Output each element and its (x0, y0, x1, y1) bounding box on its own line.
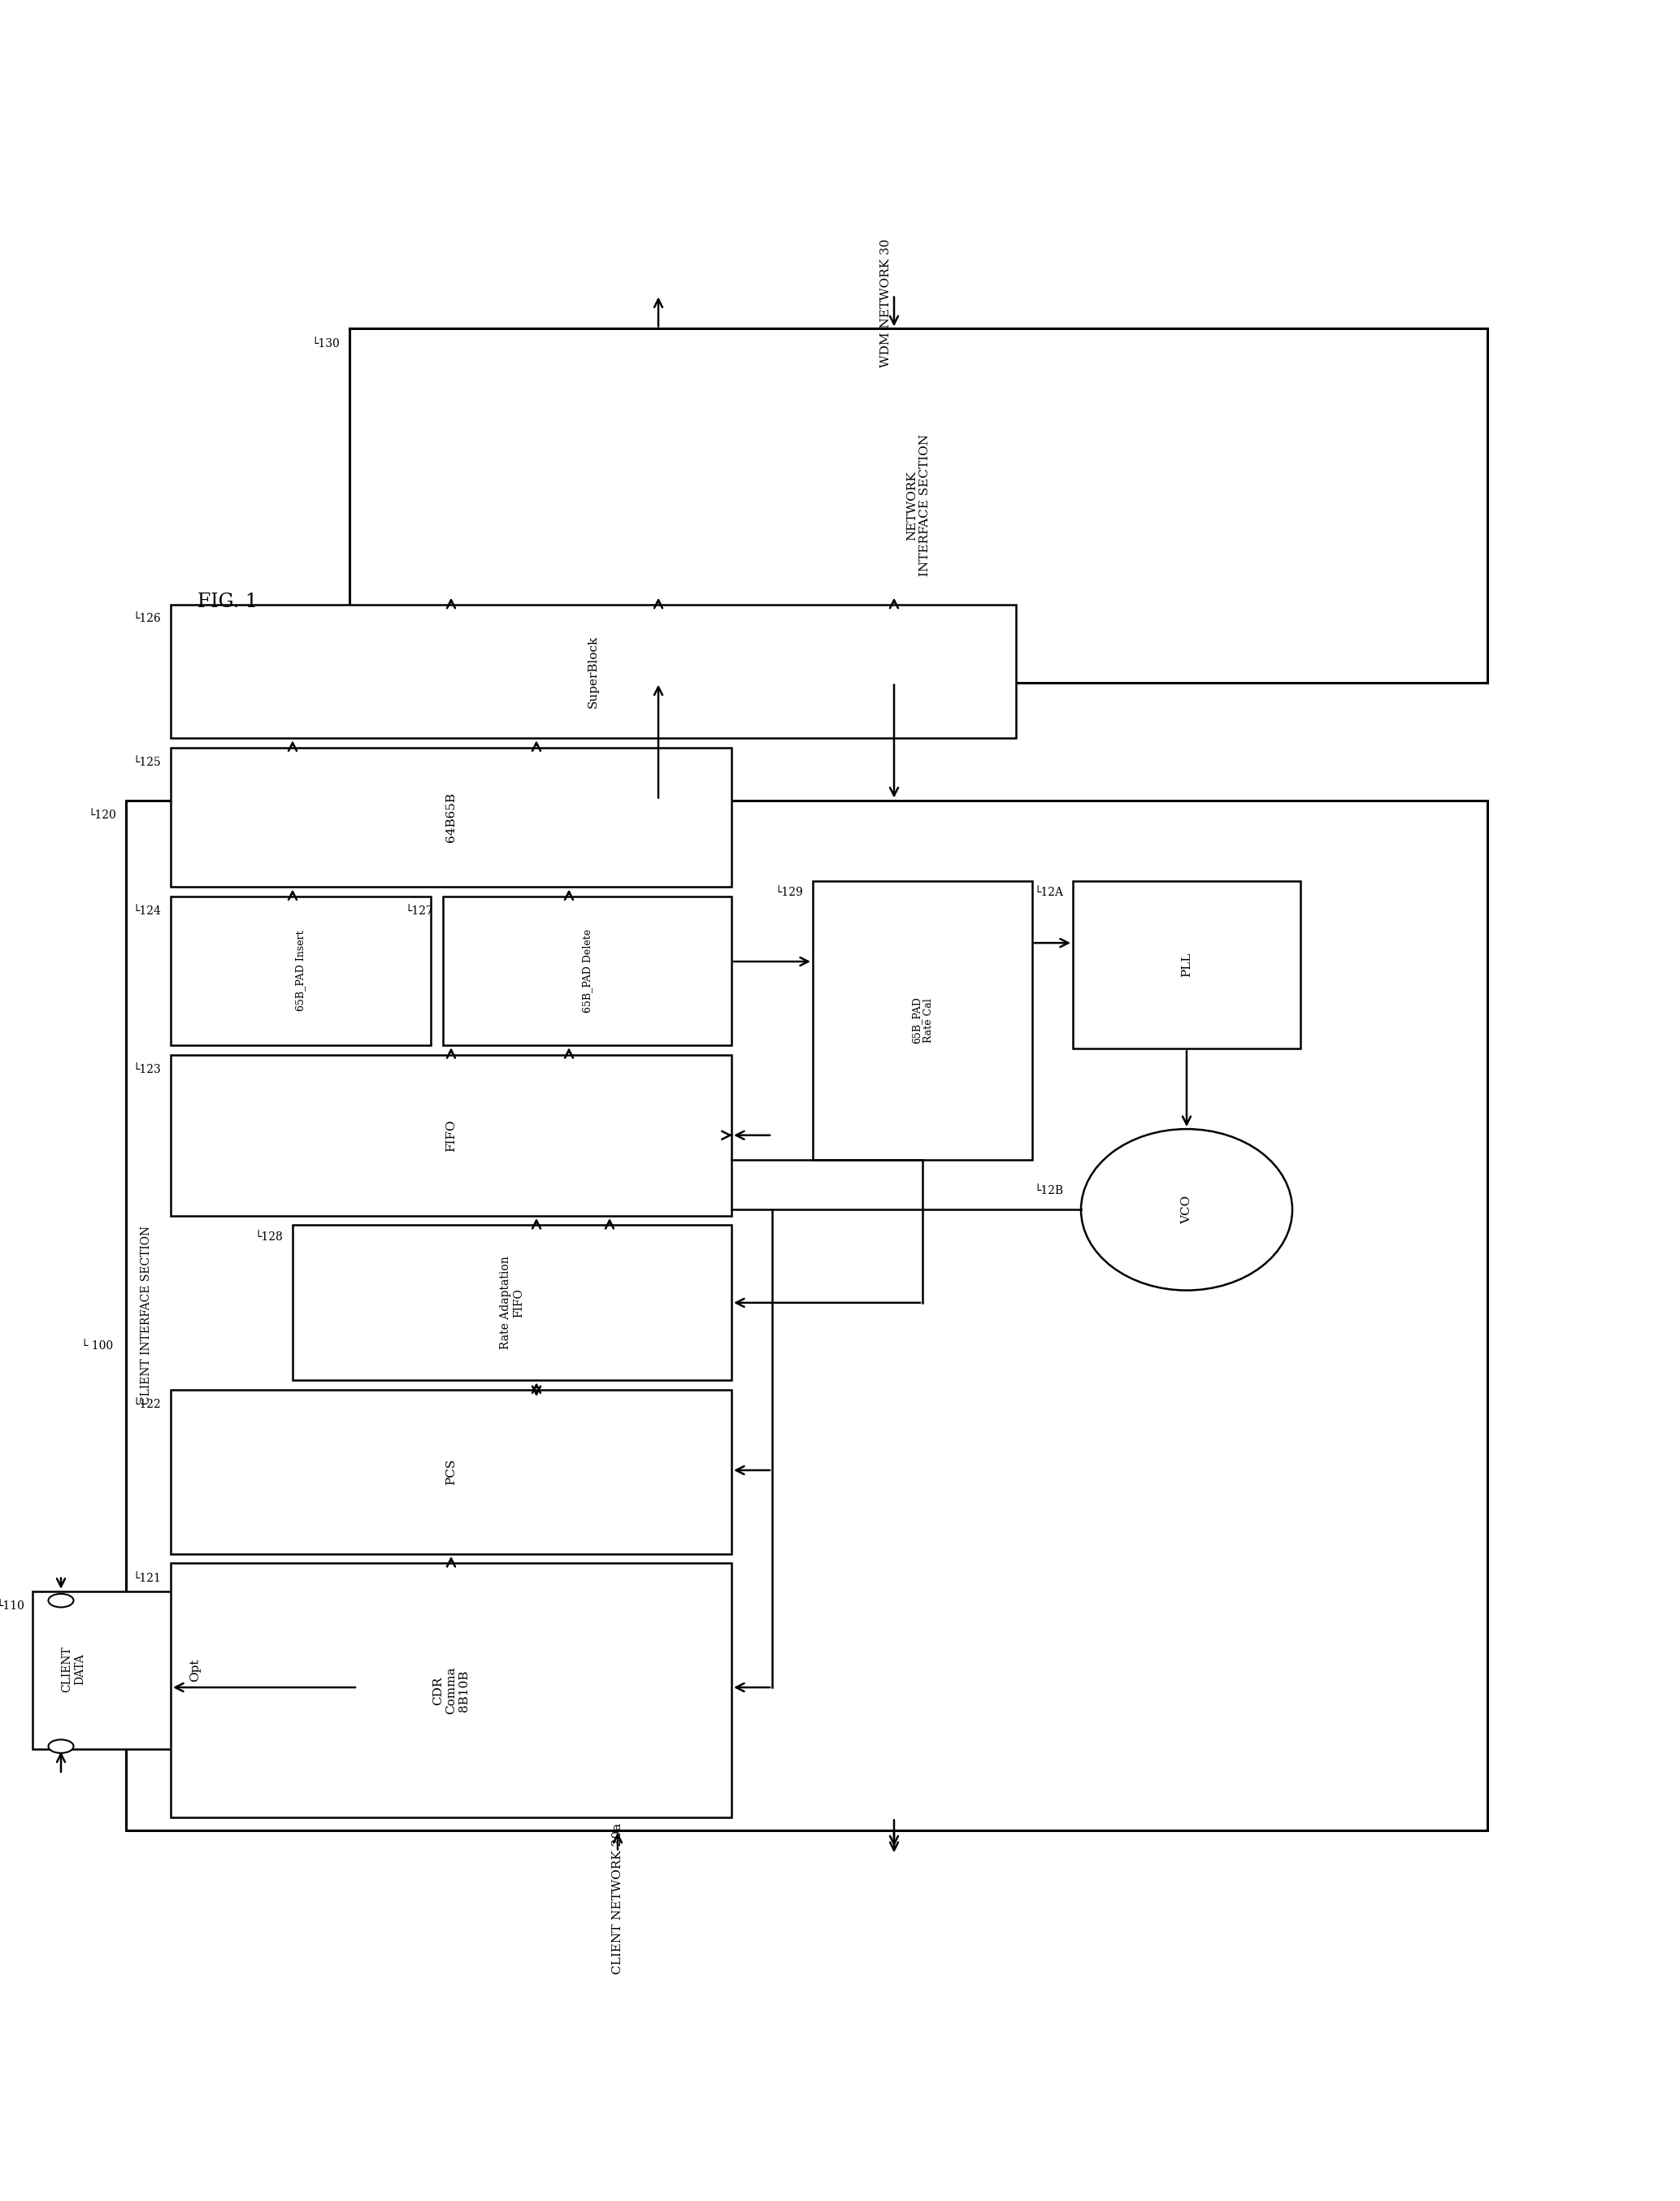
Bar (171, 1054, 731, 1215)
Text: └128: └128 (255, 1230, 282, 1244)
Text: FIFO: FIFO (445, 1118, 457, 1151)
Text: 65B_PAD Insert: 65B_PAD Insert (296, 931, 306, 1010)
Text: FIG. 1: FIG. 1 (198, 592, 257, 612)
Bar (126, 801, 1487, 1829)
Text: └12A: └12A (1033, 887, 1063, 898)
Text: Rate Adaptation
FIFO: Rate Adaptation FIFO (499, 1257, 524, 1349)
Bar (349, 328, 1487, 682)
Bar (292, 1226, 731, 1380)
Text: 65B_PAD Delete: 65B_PAD Delete (581, 929, 593, 1012)
Text: └130: └130 (311, 339, 339, 350)
Text: CLIENT NETWORK 20a: CLIENT NETWORK 20a (612, 1822, 623, 1974)
Text: PCS: PCS (445, 1459, 457, 1486)
Text: 65B_PAD
Rate Cal: 65B_PAD Rate Cal (911, 997, 934, 1043)
Text: SuperBlock: SuperBlock (588, 636, 600, 709)
Bar (171, 748, 731, 887)
Bar (32, 1591, 358, 1750)
Text: └123: └123 (133, 1063, 161, 1076)
Text: └120: └120 (87, 810, 116, 821)
Text: └127: └127 (405, 905, 433, 918)
Text: └122: └122 (133, 1400, 161, 1411)
Bar (171, 1389, 731, 1554)
Text: CDR
Comma
8B10B: CDR Comma 8B10B (432, 1666, 470, 1715)
Bar (171, 896, 430, 1045)
Bar (171, 1563, 731, 1818)
Ellipse shape (49, 1594, 74, 1607)
Text: CLIENT
DATA: CLIENT DATA (60, 1646, 86, 1693)
Text: VCO: VCO (1181, 1195, 1193, 1224)
Bar (813, 880, 1032, 1160)
Bar (444, 896, 731, 1045)
Text: └124: └124 (133, 905, 161, 918)
Text: CLIENT INTERFACE SECTION: CLIENT INTERFACE SECTION (141, 1226, 151, 1404)
Ellipse shape (1080, 1129, 1292, 1290)
Text: └ 100: └ 100 (81, 1340, 113, 1351)
Text: └129: └129 (774, 887, 803, 898)
Text: └110: └110 (0, 1600, 25, 1611)
Text: └126: └126 (133, 612, 161, 625)
Text: NETWORK
INTERFACE SECTION: NETWORK INTERFACE SECTION (906, 434, 931, 577)
Ellipse shape (49, 1739, 74, 1752)
Text: └121: └121 (133, 1574, 161, 1585)
Text: 64B65B: 64B65B (445, 792, 457, 843)
Text: Opt: Opt (190, 1660, 200, 1682)
Text: PLL: PLL (1181, 953, 1193, 977)
Bar (1074, 880, 1300, 1048)
Text: └125: └125 (133, 757, 161, 768)
Text: └12B: └12B (1033, 1184, 1063, 1197)
Bar (171, 605, 1016, 737)
Text: WDM NETWORK 30: WDM NETWORK 30 (880, 238, 892, 368)
